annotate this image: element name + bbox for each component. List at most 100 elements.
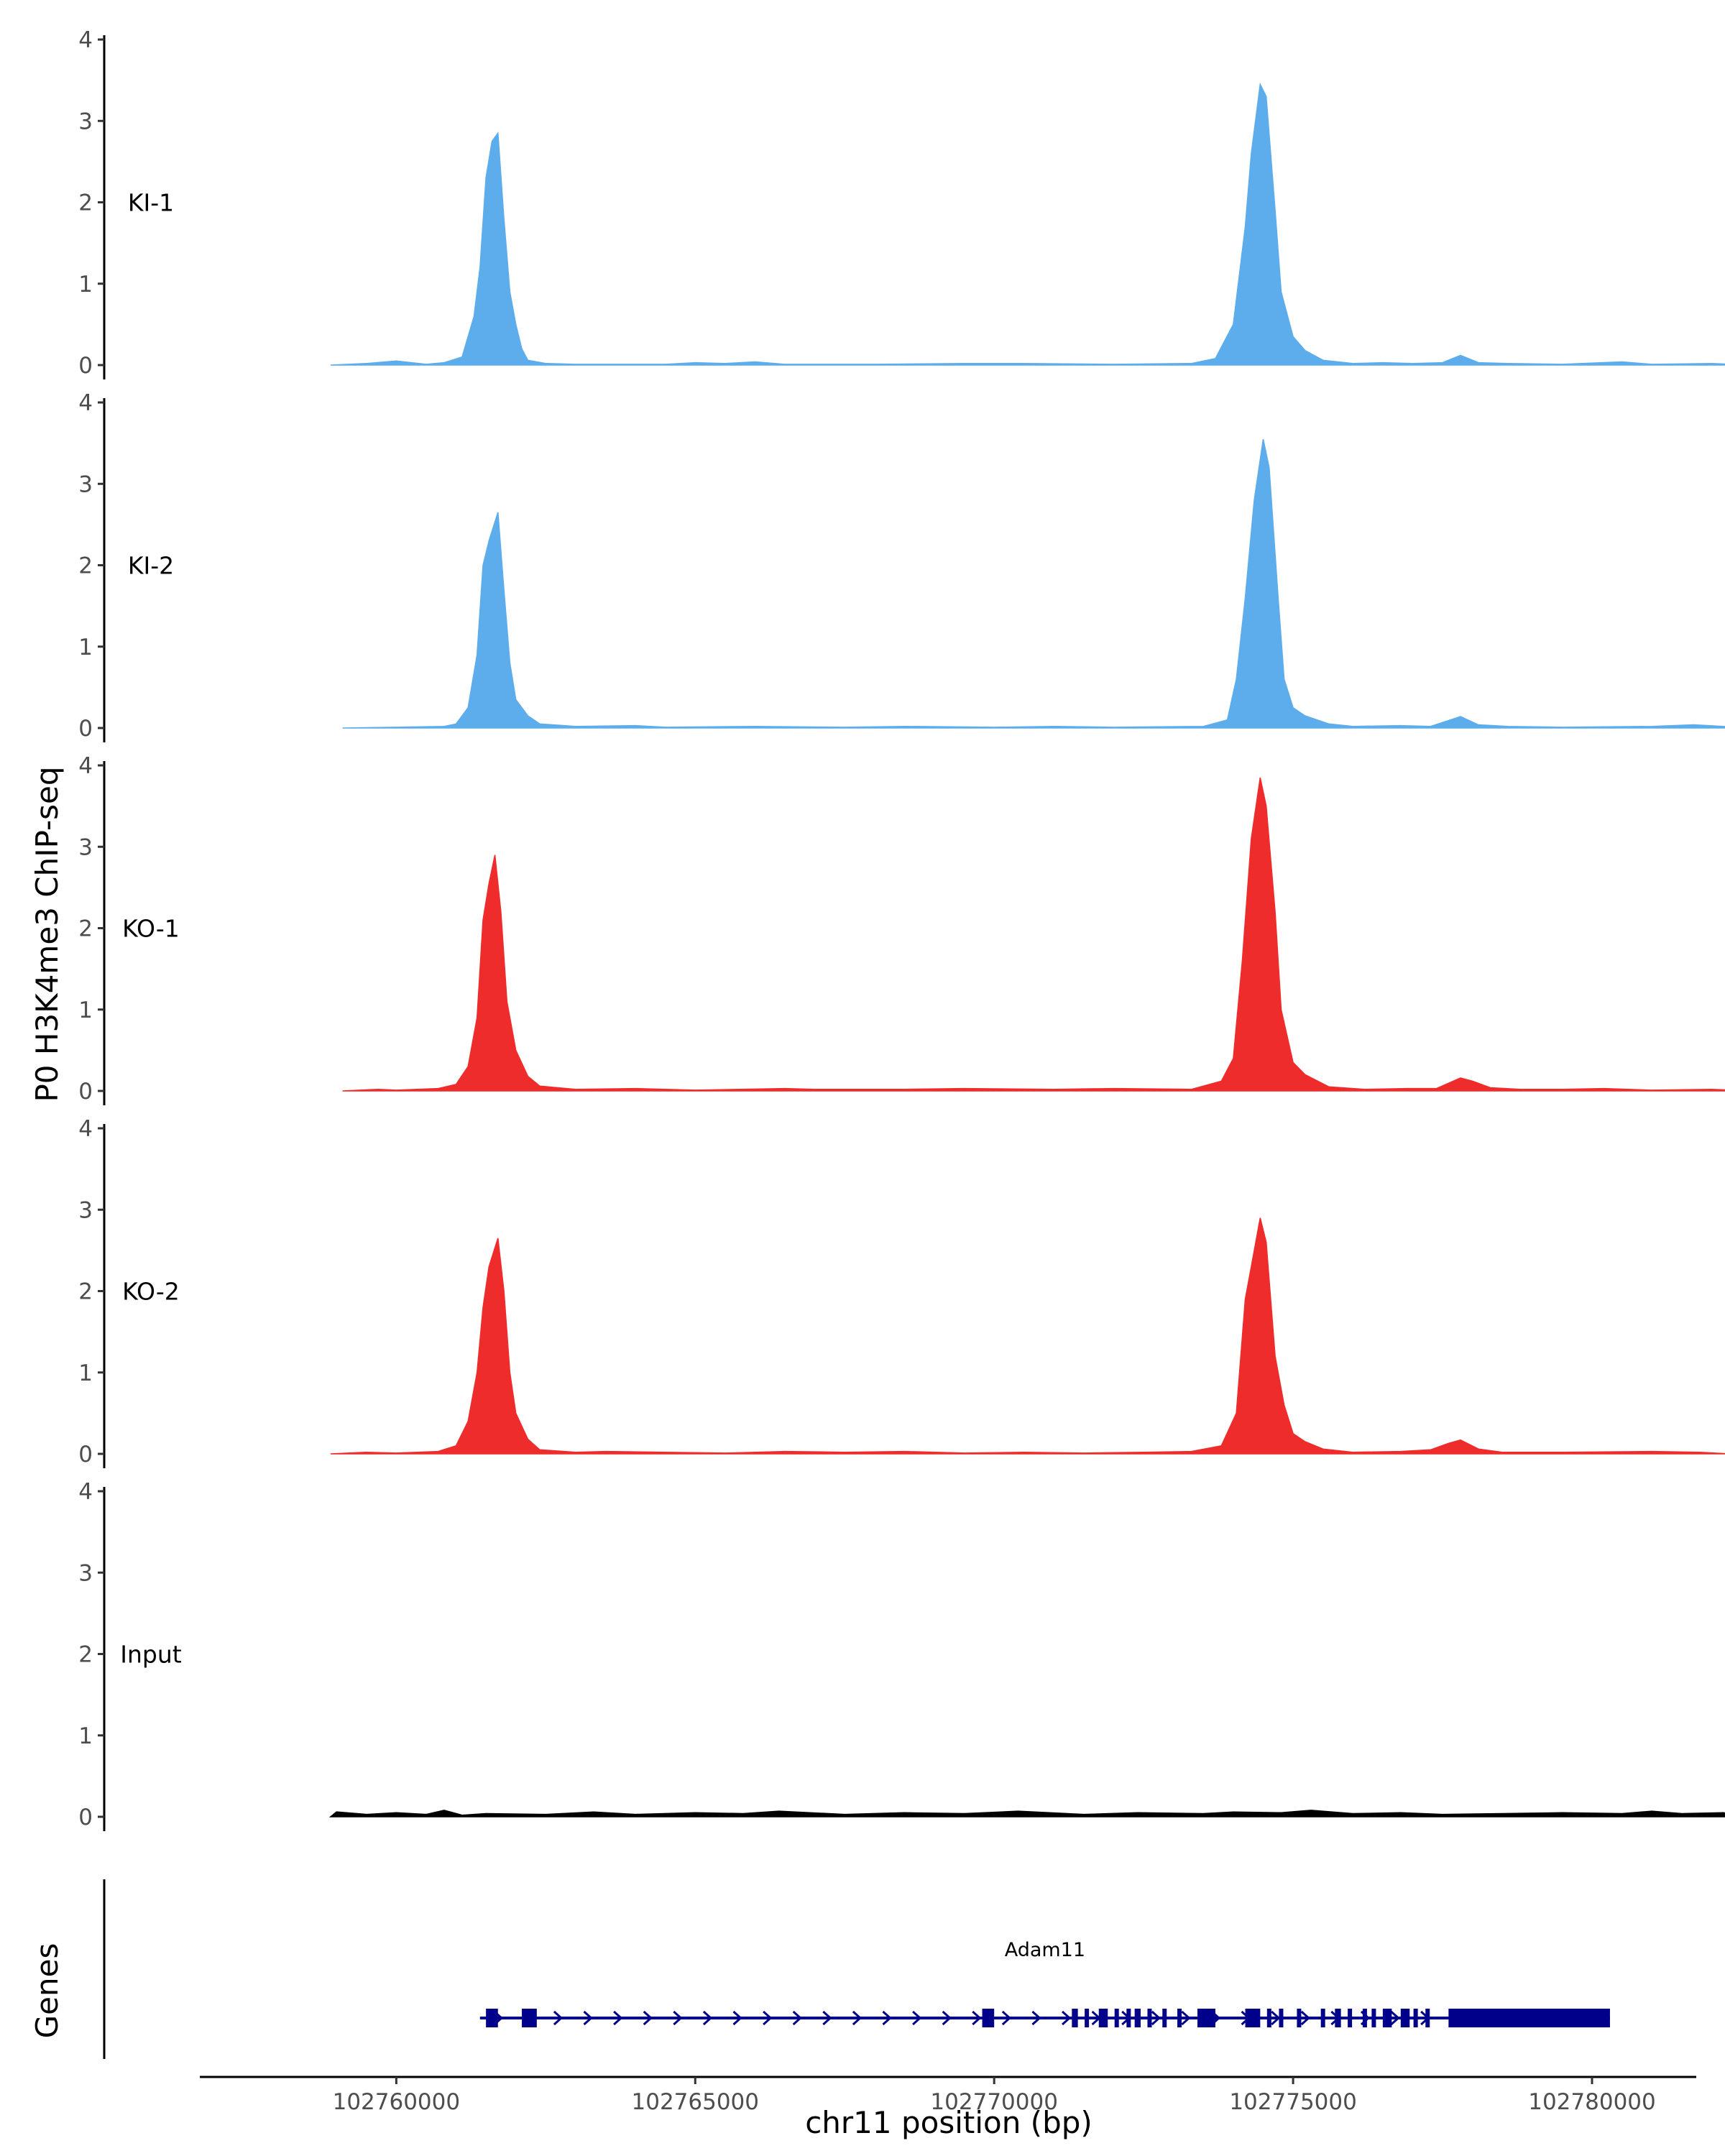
signal-area-ki-1 bbox=[330, 82, 1725, 366]
signal-area-ko-1 bbox=[342, 777, 1725, 1092]
gene-exon bbox=[1362, 2009, 1367, 2027]
strand-arrow bbox=[1300, 2010, 1310, 2026]
gene-exon bbox=[1320, 2009, 1325, 2027]
strand-arrow bbox=[1181, 2010, 1191, 2026]
y-tick-label: 4 bbox=[78, 27, 93, 53]
strand-arrow bbox=[673, 2010, 683, 2026]
track-label: Input bbox=[120, 1641, 182, 1669]
gene-exon bbox=[1126, 2009, 1131, 2027]
y-tick-label: 2 bbox=[78, 553, 93, 579]
chip-seq-tracks: 0 1 2 3 4 KI-1 0 1 2 3 4 KI-2 0 1 2 3 4 KO-1 0 1 2 3 4 KO-2 0 1 2 3… bbox=[78, 27, 1725, 1831]
y-tick-label: 3 bbox=[78, 109, 93, 134]
track-input: 0 1 2 3 4 Input bbox=[78, 1479, 1725, 1831]
gene-exon bbox=[1371, 2009, 1376, 2027]
track-label: KI-2 bbox=[128, 552, 174, 580]
y-axis-title: P0 H3K4me3 ChIP-seq bbox=[29, 766, 65, 1102]
y-tick-label: 3 bbox=[78, 834, 93, 860]
y-tick-label: 1 bbox=[78, 635, 93, 660]
track-ko-2: 0 1 2 3 4 KO-2 bbox=[78, 1116, 1725, 1468]
y-tick-label: 0 bbox=[78, 353, 93, 379]
track-ki-1: 0 1 2 3 4 KI-1 bbox=[78, 27, 1725, 379]
y-tick-label: 3 bbox=[78, 1560, 93, 1586]
strand-arrow bbox=[702, 2010, 713, 2026]
strand-arrow bbox=[763, 2010, 773, 2026]
strand-arrow bbox=[553, 2010, 564, 2026]
y-tick-label: 4 bbox=[78, 1479, 93, 1505]
gene-exon bbox=[1335, 2009, 1341, 2027]
gene-exon bbox=[1448, 2009, 1610, 2027]
gene-exon bbox=[1266, 2009, 1271, 2027]
strand-arrow bbox=[1271, 2010, 1281, 2026]
gene-exon bbox=[1245, 2009, 1261, 2027]
y-tick-label: 1 bbox=[78, 998, 93, 1023]
strand-arrow bbox=[1031, 2010, 1041, 2026]
y-tick-label: 4 bbox=[78, 1116, 93, 1142]
y-tick-label: 3 bbox=[78, 1197, 93, 1223]
y-tick-label: 2 bbox=[78, 916, 93, 942]
track-ki-2: 0 1 2 3 4 KI-2 bbox=[78, 390, 1725, 742]
strand-arrow bbox=[732, 2010, 742, 2026]
gene-exon bbox=[522, 2009, 537, 2027]
y-tick-label: 2 bbox=[78, 1642, 93, 1668]
y-tick-label: 0 bbox=[78, 716, 93, 742]
gene-name-label: Adam11 bbox=[1005, 1939, 1085, 1961]
signal-area-ko-2 bbox=[330, 1217, 1725, 1455]
gene-exon bbox=[1098, 2009, 1108, 2027]
gene-exon bbox=[1072, 2009, 1078, 2027]
strand-arrow bbox=[912, 2010, 922, 2026]
x-tick-label: 102775000 bbox=[1229, 2089, 1357, 2115]
strand-arrow bbox=[1061, 2010, 1072, 2026]
strand-arrow bbox=[613, 2010, 623, 2026]
y-tick-label: 4 bbox=[78, 753, 93, 779]
gene-exon bbox=[982, 2009, 995, 2027]
strand-arrow bbox=[583, 2010, 593, 2026]
gene-exon bbox=[1085, 2009, 1090, 2027]
gene-exon bbox=[1279, 2009, 1284, 2027]
y-tick-label: 1 bbox=[78, 272, 93, 298]
y-tick-label: 0 bbox=[78, 1805, 93, 1830]
gene-exon bbox=[1400, 2009, 1410, 2027]
gene-exon bbox=[1147, 2009, 1152, 2027]
gene-exon bbox=[1134, 2009, 1141, 2027]
strand-arrow bbox=[882, 2010, 892, 2026]
signal-area-ki-2 bbox=[342, 438, 1725, 729]
gene-exon bbox=[1425, 2009, 1430, 2027]
x-tick-label: 102770000 bbox=[930, 2089, 1058, 2115]
strand-arrow bbox=[643, 2010, 653, 2026]
x-tick-label: 102760000 bbox=[333, 2089, 461, 2115]
strand-arrow bbox=[972, 2010, 982, 2026]
strand-arrow bbox=[1151, 2010, 1162, 2026]
gene-exon bbox=[1382, 2009, 1392, 2027]
gene-exon bbox=[1162, 2009, 1167, 2027]
track-label: KO-1 bbox=[122, 915, 180, 943]
y-tick-label: 0 bbox=[78, 1442, 93, 1468]
track-label: KO-2 bbox=[122, 1278, 180, 1306]
strand-arrow bbox=[1001, 2010, 1012, 2026]
strand-arrow bbox=[942, 2010, 952, 2026]
y-tick-label: 2 bbox=[78, 1279, 93, 1305]
y-tick-label: 2 bbox=[78, 190, 93, 216]
y-tick-label: 0 bbox=[78, 1079, 93, 1105]
x-axis: 102760000 102765000 102770000 102775000 1027… bbox=[200, 2076, 1696, 2115]
track-ko-1: 0 1 2 3 4 KO-1 bbox=[78, 753, 1725, 1105]
x-axis-title: chr11 position (bp) bbox=[805, 2105, 1092, 2140]
x-tick-label: 102780000 bbox=[1528, 2089, 1656, 2115]
gene-exon bbox=[1297, 2009, 1302, 2027]
gene-track: Adam11 bbox=[103, 1879, 1610, 2059]
x-tick-label: 102765000 bbox=[632, 2089, 760, 2115]
gene-exon bbox=[486, 2009, 498, 2027]
genes-axis-title: Genes bbox=[29, 1943, 65, 2039]
signal-area-input bbox=[328, 1810, 1725, 1818]
strand-arrow bbox=[852, 2010, 862, 2026]
gene-exon bbox=[1177, 2009, 1182, 2027]
strand-arrow bbox=[1390, 2010, 1400, 2026]
y-tick-label: 1 bbox=[78, 1723, 93, 1749]
gene-exon bbox=[1413, 2009, 1418, 2027]
track-label: KI-1 bbox=[128, 189, 174, 217]
strand-arrow bbox=[822, 2010, 832, 2026]
gene-exon bbox=[1197, 2009, 1215, 2027]
gene-exon bbox=[1114, 2009, 1119, 2027]
y-tick-label: 4 bbox=[78, 390, 93, 416]
y-tick-label: 3 bbox=[78, 471, 93, 497]
